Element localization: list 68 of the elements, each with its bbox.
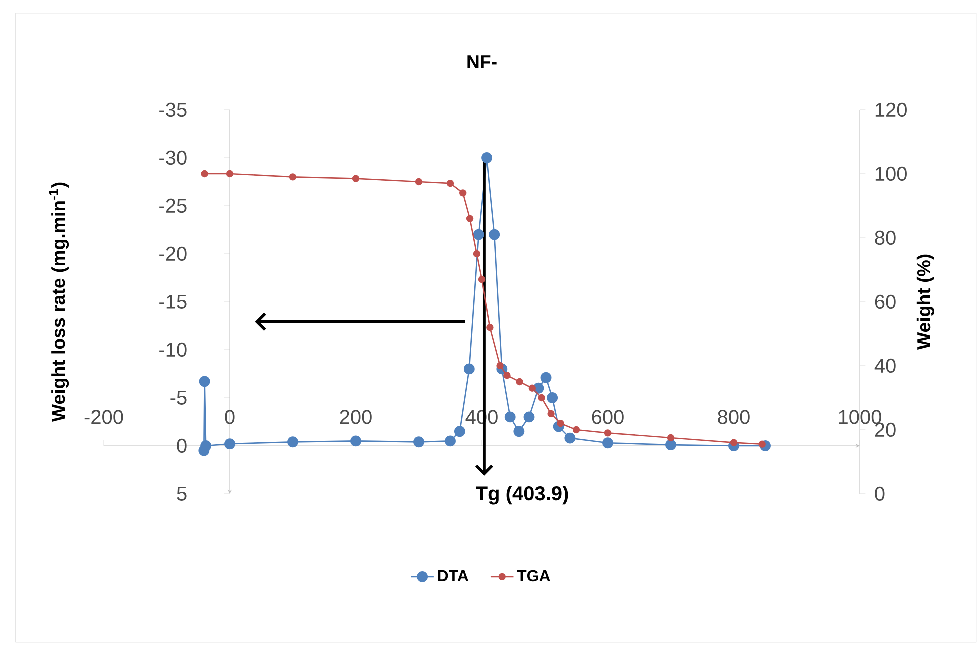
x-tick-label: 600 xyxy=(592,410,624,424)
point xyxy=(460,190,467,197)
y-tick-label: -20 xyxy=(160,246,187,262)
y2-tick-label: 80 xyxy=(875,230,896,246)
point xyxy=(288,436,298,448)
x-tick-label: 0 xyxy=(225,410,235,424)
point xyxy=(445,436,456,447)
point xyxy=(224,438,236,450)
point xyxy=(454,426,466,438)
point xyxy=(199,376,210,388)
point xyxy=(504,372,511,380)
point xyxy=(524,412,535,423)
x-tick-label: -200 xyxy=(84,410,124,424)
point xyxy=(226,170,234,178)
y2-tick-label: 100 xyxy=(876,166,907,182)
point xyxy=(473,229,484,240)
point xyxy=(504,412,516,423)
point xyxy=(464,364,475,375)
y-tick-label: 5 xyxy=(177,487,187,501)
point xyxy=(350,436,362,447)
point xyxy=(548,410,555,418)
point xyxy=(446,180,454,188)
point xyxy=(667,434,675,442)
point xyxy=(572,426,580,434)
y-tick-label: -30 xyxy=(160,150,187,166)
y-tick-label: -15 xyxy=(160,295,187,309)
y2-axis-title: Weight (%) xyxy=(916,254,934,350)
y2-tick-label: 20 xyxy=(875,422,896,438)
point xyxy=(516,378,524,386)
point xyxy=(473,250,481,258)
x-tick-label: 1000 xyxy=(839,410,882,424)
y-tick-label: -35 xyxy=(160,102,187,118)
y-tick-label: 0 xyxy=(177,438,187,454)
y2-tick-label: 40 xyxy=(874,358,896,374)
ref-line-label: Tg (403.9) xyxy=(476,486,568,505)
point xyxy=(201,170,208,178)
point xyxy=(730,439,738,446)
point xyxy=(528,384,536,392)
y2-tick-label: 60 xyxy=(875,294,896,310)
point xyxy=(478,276,486,284)
point xyxy=(489,229,500,240)
legend-label: TGA xyxy=(517,570,550,582)
y-axis-title: Weight loss rate (mg.min$^{-1}$) xyxy=(49,182,70,422)
y2-tick-label: 0 xyxy=(875,486,885,502)
x-tick-label: 800 xyxy=(718,410,750,424)
point xyxy=(540,372,552,384)
y-tick-label: -10 xyxy=(160,342,187,358)
point xyxy=(415,178,423,186)
point xyxy=(289,174,297,181)
point xyxy=(352,175,360,182)
point xyxy=(482,152,493,164)
y-tick-label: -5 xyxy=(170,391,187,405)
point xyxy=(602,438,614,449)
point xyxy=(486,324,494,332)
point xyxy=(538,394,546,402)
point xyxy=(414,436,424,448)
point xyxy=(514,426,525,438)
point xyxy=(666,440,676,450)
point xyxy=(200,440,212,452)
point xyxy=(604,430,612,437)
point xyxy=(466,215,474,222)
legend-label: DTA xyxy=(438,570,469,582)
y-tick-label: -25 xyxy=(160,198,187,214)
point xyxy=(564,432,576,444)
point xyxy=(547,392,558,404)
y2-tick-label: 120 xyxy=(876,102,907,118)
x-tick-label: 200 xyxy=(340,410,372,424)
chart-title: NF- xyxy=(468,56,497,68)
